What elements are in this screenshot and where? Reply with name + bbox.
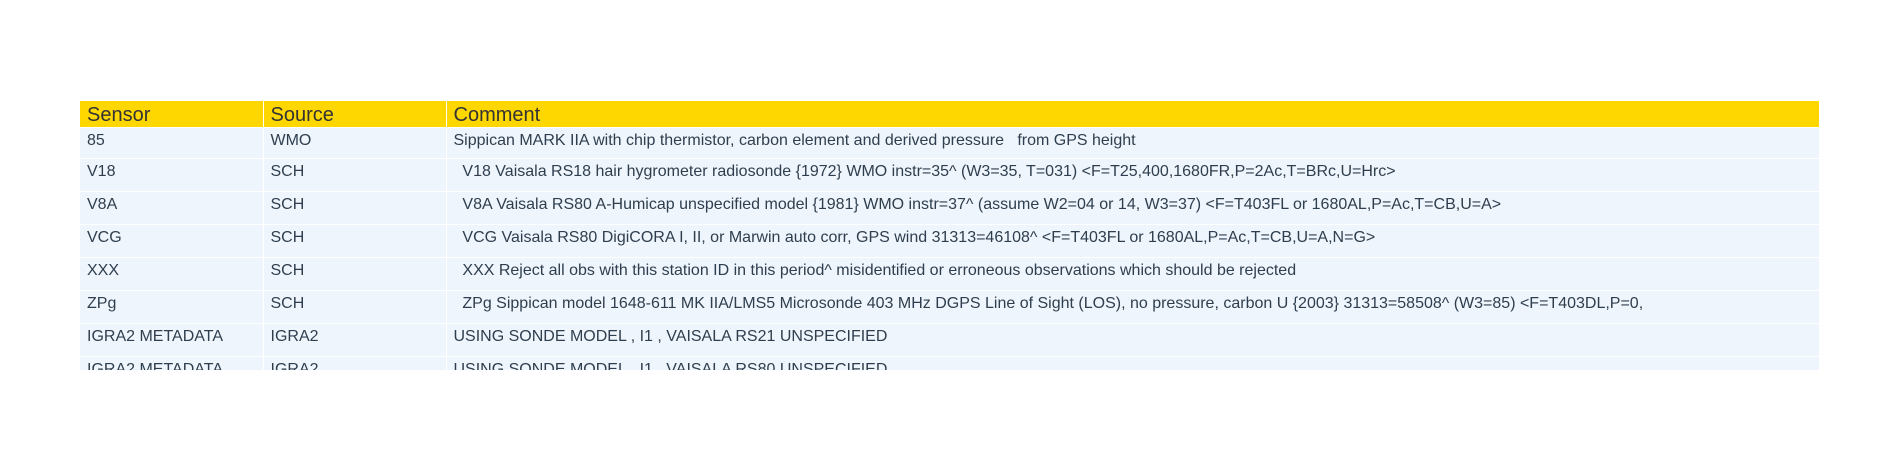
table-cell: IGRA2 (263, 323, 447, 357)
table-cell: SCH (263, 191, 447, 225)
table-cell: V8A (80, 191, 264, 225)
header-row: Sensor Source Comment (80, 101, 1820, 128)
table-cell: XXX (80, 257, 264, 291)
table-cell: IGRA2 METADATA (80, 356, 264, 370)
table-cell: SCH (263, 158, 447, 192)
table-cell: V8A Vaisala RS80 A-Humicap unspecified m… (446, 191, 1820, 225)
table-cell: USING SONDE MODEL , I1 , VAISALA RS80 UN… (446, 356, 1820, 370)
table-cell: SCH (263, 224, 447, 258)
table-cell: WMO (263, 127, 447, 159)
table-cell: V18 (80, 158, 264, 192)
table-cell: SCH (263, 257, 447, 291)
table-cell: Sippican MARK IIA with chip thermistor, … (446, 127, 1820, 159)
table-cell: ZPg (80, 290, 264, 324)
table-cell: IGRA2 METADATA (80, 323, 264, 357)
column-header: Comment (446, 101, 1820, 128)
table-row: VCG SCH VCG Vaisala RS80 DigiCORA I, II, … (80, 224, 1820, 258)
table-row: XXX SCH XXX Reject all obs with this stat… (80, 257, 1820, 291)
table-cell: IGRA2 (263, 356, 447, 370)
column-header: Sensor (80, 101, 264, 128)
table-cell: USING SONDE MODEL , I1 , VAISALA RS21 UN… (446, 323, 1820, 357)
table-cell: V18 Vaisala RS18 hair hygrometer radioso… (446, 158, 1820, 192)
table-row: 85 WMO Sippican MARK IIA with chip thermis… (80, 127, 1820, 159)
table-row: IGRA2 METADATA IGRA2 USING SONDE MODEL , I… (80, 356, 1820, 370)
table-cell: ZPg Sippican model 1648-611 MK IIA/LMS5 … (446, 290, 1820, 324)
table-row: V8A SCH V8A Vaisala RS80 A-Humicap unspec… (80, 191, 1820, 225)
table-cell: 85 (80, 127, 264, 159)
table-container: Sensor Source Comment 85 WMO Sippican MARK I… (80, 101, 1820, 370)
table-row: ZPg SCH ZPg Sippican model 1648-611 MK II… (80, 290, 1820, 324)
metadata-table: Sensor Source Comment 85 WMO Sippican MARK I… (80, 101, 1820, 370)
table-row: V18 SCH V18 Vaisala RS18 hair hygrometer … (80, 158, 1820, 192)
table-cell: VCG Vaisala RS80 DigiCORA I, II, or Marw… (446, 224, 1820, 258)
column-header: Source (263, 101, 447, 128)
table-cell: XXX Reject all obs with this station ID … (446, 257, 1820, 291)
table-body: 85 WMO Sippican MARK IIA with chip thermis… (80, 127, 1820, 370)
table-cell: VCG (80, 224, 264, 258)
table-cell: SCH (263, 290, 447, 324)
table-row: IGRA2 METADATA IGRA2 USING SONDE MODEL , I… (80, 323, 1820, 357)
